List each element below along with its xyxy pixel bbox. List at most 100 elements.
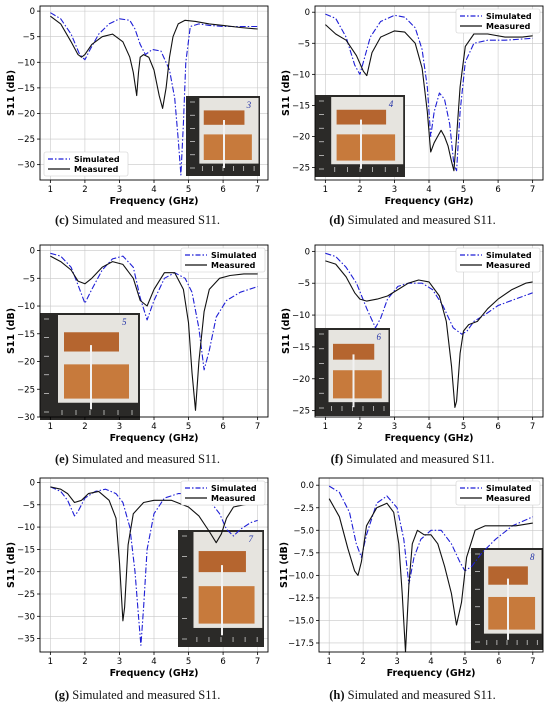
caption-f-text: Simulated and measured S11. (343, 452, 495, 466)
y-tick-label: −15 (17, 84, 35, 94)
x-tick-label: 5 (186, 185, 191, 195)
y-tick-label: −25 (17, 590, 35, 600)
x-axis-title: Frequency (GHz) (385, 196, 474, 207)
inset-label: 3 (246, 100, 252, 110)
y-tick-label: −7.5 (293, 549, 314, 559)
caption-h-text: Simulated and measured S11. (344, 688, 496, 702)
y-tick-label: −15 (17, 545, 35, 555)
inset-copper-top (198, 551, 246, 573)
chart-h: 8 1 2 3 4 5 6 7 0.0 −2.5 −5.0 −7.5 −10.0 −12.5 −15.0 −1… (279, 477, 544, 679)
x-axis-title: Frequency (GHz) (385, 433, 474, 444)
inset-copper-ground (64, 364, 129, 399)
y-tick-label: −15 (17, 330, 35, 340)
series-measured-line (50, 15, 258, 109)
x-tick-label: 2 (357, 422, 362, 432)
x-tick-label: 3 (392, 185, 397, 195)
inset-copper-ground (488, 596, 536, 630)
y-tick-label: −10 (292, 70, 310, 80)
legend-measured-label: Measured (211, 494, 256, 503)
chart-e: 5 1 2 3 4 5 6 7 0 −5 −10 −15 −20 −25 −30 Frequency (GHz… (6, 244, 269, 444)
inset-cable (360, 119, 362, 169)
caption-e-text: Simulated and measured S11. (68, 452, 221, 466)
y-tick-label: −20 (17, 568, 35, 578)
x-tick-label: 1 (48, 185, 53, 195)
y-tick-label: −5 (22, 501, 35, 511)
x-tick-label: 1 (48, 422, 53, 432)
series-measured-line (325, 24, 533, 172)
x-axis-title: Frequency (GHz) (387, 668, 476, 679)
x-tick-label: 2 (82, 657, 87, 667)
y-axis-title: S11 (dB) (279, 542, 290, 588)
panel-d: 4 1 2 3 4 5 6 7 0 −5 −10 −15 −20 −25 Frequency (GHz) S1… (275, 0, 550, 210)
x-tick-label: 3 (117, 422, 122, 432)
series-measured-line (50, 255, 258, 411)
y-axis-title: S11 (dB) (6, 542, 17, 588)
x-tick-label: 7 (530, 185, 535, 195)
inset-photo: 6 (315, 328, 390, 416)
x-tick-label: 2 (357, 185, 362, 195)
x-tick-label: 5 (461, 185, 466, 195)
series-simulated-line (325, 13, 533, 172)
y-tick-label: −20 (17, 358, 35, 368)
x-tick-label: 4 (426, 185, 431, 195)
inset-label: 8 (530, 552, 535, 562)
x-axis-title: Frequency (GHz) (110, 196, 199, 207)
chart-d: 4 1 2 3 4 5 6 7 0 −5 −10 −15 −20 −25 Frequency (GHz) S1… (281, 5, 544, 207)
y-tick-label: −25 (292, 164, 310, 174)
x-tick-label: 5 (186, 657, 191, 667)
y-tick-label: −5 (297, 39, 310, 49)
y-tick-label: −15.0 (288, 616, 314, 626)
x-tick-label: 1 (326, 657, 331, 667)
x-tick-label: 1 (323, 185, 328, 195)
inset-label: 6 (377, 332, 382, 342)
legend-simulated-label: Simulated (486, 484, 532, 493)
y-tick-label: −2.5 (293, 504, 314, 514)
caption-f-letter: (f) (330, 452, 344, 466)
legend-measured-label: Measured (486, 261, 531, 270)
inset-copper-ground (333, 370, 382, 399)
inset-copper-top (333, 343, 375, 360)
x-tick-label: 2 (82, 422, 87, 432)
y-axis-title: S11 (dB) (6, 70, 17, 116)
x-axis-title: Frequency (GHz) (110, 433, 199, 444)
caption-c: (c) Simulated and measured S11. (0, 213, 275, 228)
inset-copper-top (488, 566, 528, 585)
legend-measured-label: Measured (74, 165, 119, 174)
y-tick-label: −10 (17, 58, 35, 68)
x-tick-label: 6 (495, 422, 500, 432)
inset-cable (223, 120, 225, 168)
y-axis-title: S11 (dB) (6, 308, 17, 354)
legend-measured-label: Measured (486, 494, 531, 503)
y-tick-label: −10 (292, 311, 310, 321)
y-tick-label: 0 (30, 7, 35, 17)
x-tick-label: 7 (530, 657, 535, 667)
y-tick-label: −20 (292, 375, 310, 385)
inset-cable (507, 578, 509, 640)
legend-box (455, 480, 541, 506)
legend-simulated-label: Simulated (211, 251, 257, 260)
y-tick-label: 0 (305, 247, 310, 257)
series-measured-line (50, 486, 258, 622)
x-tick-label: 4 (426, 422, 431, 432)
y-axis-title: S11 (dB) (281, 70, 292, 116)
x-tick-label: 7 (255, 422, 260, 432)
x-tick-label: 4 (151, 185, 156, 195)
series-simulated-line (50, 252, 258, 371)
chart-c: 3 1 2 3 4 5 6 7 0 −5 −10 −15 −20 −25 −30 Frequency (GHz… (6, 5, 269, 207)
caption-d-text: Simulated and measured S11. (344, 213, 496, 227)
y-axis-title: S11 (dB) (281, 308, 292, 354)
caption-e-letter: (e) (54, 452, 69, 466)
x-tick-label: 3 (117, 657, 122, 667)
x-tick-label: 1 (323, 422, 328, 432)
inset-copper-ground (203, 134, 252, 160)
y-tick-label: −30 (17, 612, 35, 622)
y-tick-label: −10 (17, 523, 35, 533)
x-tick-label: 3 (392, 422, 397, 432)
y-tick-label: −25 (17, 385, 35, 395)
y-tick-label: −20 (17, 109, 35, 119)
y-tick-label: −25 (17, 135, 35, 145)
x-tick-label: 5 (186, 422, 191, 432)
